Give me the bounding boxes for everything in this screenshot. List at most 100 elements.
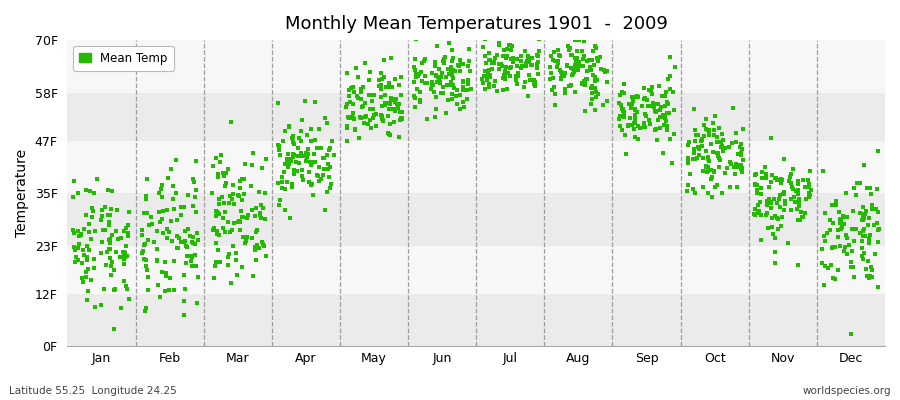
- Point: [825, 243, 840, 250]
- Point: [155, 182, 169, 188]
- Point: [382, 100, 397, 107]
- Point: [342, 93, 356, 100]
- Point: [255, 165, 269, 171]
- Point: [832, 208, 847, 215]
- Point: [386, 106, 400, 112]
- Point: [855, 238, 869, 244]
- Point: [500, 53, 515, 59]
- Point: [861, 222, 876, 228]
- Point: [576, 63, 590, 69]
- Point: [802, 181, 816, 187]
- Point: [138, 308, 152, 315]
- Point: [778, 201, 792, 208]
- Point: [651, 101, 665, 108]
- Point: [441, 97, 455, 104]
- Point: [86, 190, 101, 196]
- Point: [363, 117, 377, 124]
- Point: [617, 114, 632, 120]
- Point: [667, 130, 681, 137]
- Point: [585, 96, 599, 102]
- Point: [379, 84, 393, 90]
- Point: [521, 72, 535, 78]
- Point: [257, 190, 272, 196]
- Point: [318, 207, 332, 214]
- Point: [488, 78, 502, 84]
- Point: [690, 155, 705, 162]
- Point: [701, 154, 716, 160]
- Point: [112, 254, 127, 260]
- Point: [170, 245, 184, 251]
- Point: [680, 158, 695, 164]
- Point: [847, 274, 861, 280]
- Point: [492, 40, 507, 46]
- Point: [834, 217, 849, 224]
- Point: [222, 200, 237, 206]
- Point: [78, 274, 93, 280]
- Point: [291, 145, 305, 151]
- Point: [499, 76, 513, 82]
- Point: [442, 39, 456, 46]
- Point: [229, 256, 243, 263]
- Point: [631, 123, 645, 130]
- Point: [543, 76, 557, 82]
- Point: [436, 60, 451, 66]
- Point: [552, 52, 566, 58]
- Point: [271, 180, 285, 186]
- Point: [666, 89, 680, 95]
- Point: [452, 63, 466, 70]
- Point: [778, 198, 793, 204]
- Point: [588, 85, 602, 91]
- Point: [190, 300, 204, 306]
- Point: [582, 64, 597, 70]
- Point: [302, 179, 316, 186]
- Point: [839, 190, 853, 196]
- Point: [246, 149, 260, 156]
- Point: [365, 98, 380, 104]
- Point: [377, 91, 392, 98]
- Point: [84, 277, 98, 283]
- Point: [167, 287, 182, 294]
- Bar: [68, 141, 885, 193]
- Point: [820, 229, 834, 236]
- Point: [649, 108, 663, 115]
- Point: [166, 182, 180, 189]
- Point: [773, 204, 788, 210]
- Point: [817, 263, 832, 269]
- Point: [755, 169, 770, 176]
- Point: [210, 209, 224, 215]
- Point: [802, 194, 816, 200]
- Point: [662, 73, 677, 80]
- Point: [713, 157, 727, 163]
- Point: [841, 251, 855, 257]
- Point: [478, 86, 492, 92]
- Point: [88, 228, 103, 234]
- Point: [432, 80, 446, 87]
- Point: [354, 85, 368, 92]
- Point: [100, 248, 114, 255]
- Point: [621, 122, 635, 128]
- Point: [849, 192, 863, 198]
- Point: [209, 259, 223, 266]
- Point: [70, 245, 85, 251]
- Point: [774, 179, 788, 186]
- Point: [831, 227, 845, 234]
- Point: [440, 82, 454, 88]
- Point: [435, 74, 449, 80]
- Point: [654, 93, 669, 100]
- Point: [419, 116, 434, 122]
- Point: [159, 235, 174, 241]
- Point: [518, 47, 533, 54]
- Point: [463, 58, 477, 65]
- Point: [121, 222, 135, 229]
- Point: [589, 88, 603, 95]
- Point: [651, 116, 665, 123]
- Point: [623, 115, 637, 122]
- Point: [726, 105, 741, 111]
- Point: [586, 72, 600, 78]
- Point: [705, 166, 719, 173]
- Point: [680, 142, 695, 148]
- Point: [445, 70, 459, 77]
- Point: [354, 88, 368, 95]
- Point: [320, 120, 335, 126]
- Point: [418, 26, 433, 32]
